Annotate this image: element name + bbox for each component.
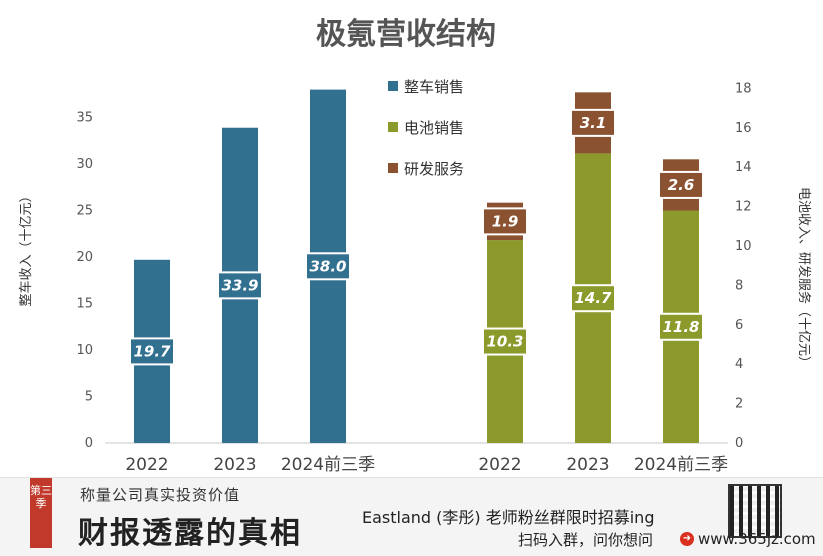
legend-swatch-rd [388, 163, 398, 173]
qr-code-icon[interactable] [728, 484, 782, 538]
data-label-vehicle-0: 19.7 [133, 342, 171, 360]
left-tick-label: 25 [76, 204, 93, 219]
footer-promo-line: Eastland (李彤) 老师粉丝群限时招募ing [362, 508, 655, 527]
legend-swatch-battery [388, 122, 398, 132]
right-y-axis: 0 2 4 6 8 10 12 14 16 18 [735, 81, 752, 451]
right-tick-label: 6 [735, 318, 743, 333]
footer-subtitle: 称量公司真实投资价值 [80, 486, 241, 504]
data-label-vehicle-0-box [129, 337, 175, 366]
category-label-left-2: 2024前三季 [281, 455, 375, 475]
category-label-right-1: 2023 [566, 455, 609, 475]
legend: 整车销售 电池销售 研发服务 [388, 78, 464, 178]
right-tick-label: 18 [735, 81, 752, 96]
data-label-vehicle-2-box [305, 252, 351, 281]
right-tick-label: 0 [735, 436, 743, 451]
left-tick-label: 20 [76, 250, 93, 265]
left-tick-label: 0 [85, 436, 93, 451]
right-tick-label: 2 [735, 397, 743, 412]
right-tick-label: 4 [735, 357, 743, 372]
right-axis-title: 电池收入、研发服务（十亿元） [796, 187, 812, 369]
data-label-rd-2: 2.6 [668, 176, 695, 194]
chart: 极氪营收结构 整车销售 电池销售 研发服务 整车收入（十亿元） 电池收入、研发服… [18, 17, 812, 475]
right-tick-label: 10 [735, 239, 752, 254]
data-label-rd-1: 3.1 [580, 114, 607, 132]
right-tick-label: 12 [735, 200, 752, 215]
left-y-axis: 0 5 10 15 20 25 30 35 [76, 111, 93, 452]
data-label-battery-1: 14.7 [574, 289, 612, 307]
right-tick-label: 8 [735, 278, 743, 293]
data-label-rd-1-box [570, 108, 616, 137]
left-tick-label: 35 [76, 111, 93, 126]
data-label-vehicle-2: 38.0 [309, 257, 346, 275]
promo-footer: 第三季 称量公司真实投资价值 财报透露的真相 Eastland (李彤) 老师粉… [0, 477, 823, 556]
chart-title: 极氪营收结构 [316, 17, 496, 52]
arrow-right-circle-icon: ➜ [680, 532, 694, 546]
category-label-right-2: 2024前三季 [634, 455, 728, 475]
data-label-battery-0-box [482, 327, 528, 356]
footer-promo-subline: 扫码入群，问你想问 [518, 531, 654, 549]
data-label-rd-2-box [658, 170, 704, 199]
left-tick-label: 10 [76, 343, 93, 358]
data-label-rd-0: 1.9 [492, 212, 519, 230]
legend-swatch-vehicle [388, 81, 398, 91]
footer-url[interactable]: www.365jz.com [698, 530, 816, 548]
category-label-left-0: 2022 [125, 455, 168, 475]
left-tick-label: 15 [76, 297, 93, 312]
season-badge: 第三季 [30, 478, 52, 548]
category-labels: 2022 2023 2024前三季 2022 2023 2024前三季 [125, 455, 728, 475]
footer-main-title: 财报透露的真相 [78, 516, 302, 551]
category-label-right-0: 2022 [478, 455, 521, 475]
data-label-battery-2: 11.8 [662, 318, 699, 336]
data-label-battery-1-box [570, 284, 616, 313]
data-label-vehicle-1: 33.9 [221, 276, 258, 294]
left-tick-label: 30 [76, 157, 93, 172]
legend-label-vehicle: 整车销售 [404, 78, 464, 96]
right-bars: 10.3 1.9 14.7 3.1 11.8 2.6 [482, 92, 704, 443]
left-axis-title: 整车收入（十亿元） [18, 189, 34, 306]
data-label-vehicle-1-box [217, 271, 263, 300]
legend-label-battery: 电池销售 [404, 119, 464, 137]
left-bars: 19.7 33.9 38.0 [129, 89, 351, 443]
data-label-rd-0-box [482, 207, 528, 236]
data-label-battery-0: 10.3 [486, 333, 523, 351]
left-tick-label: 5 [85, 390, 93, 405]
legend-label-rd: 研发服务 [404, 160, 464, 178]
category-label-left-1: 2023 [213, 455, 256, 475]
right-tick-label: 16 [735, 121, 752, 136]
data-label-battery-2-box [658, 312, 704, 341]
right-tick-label: 14 [735, 160, 752, 175]
